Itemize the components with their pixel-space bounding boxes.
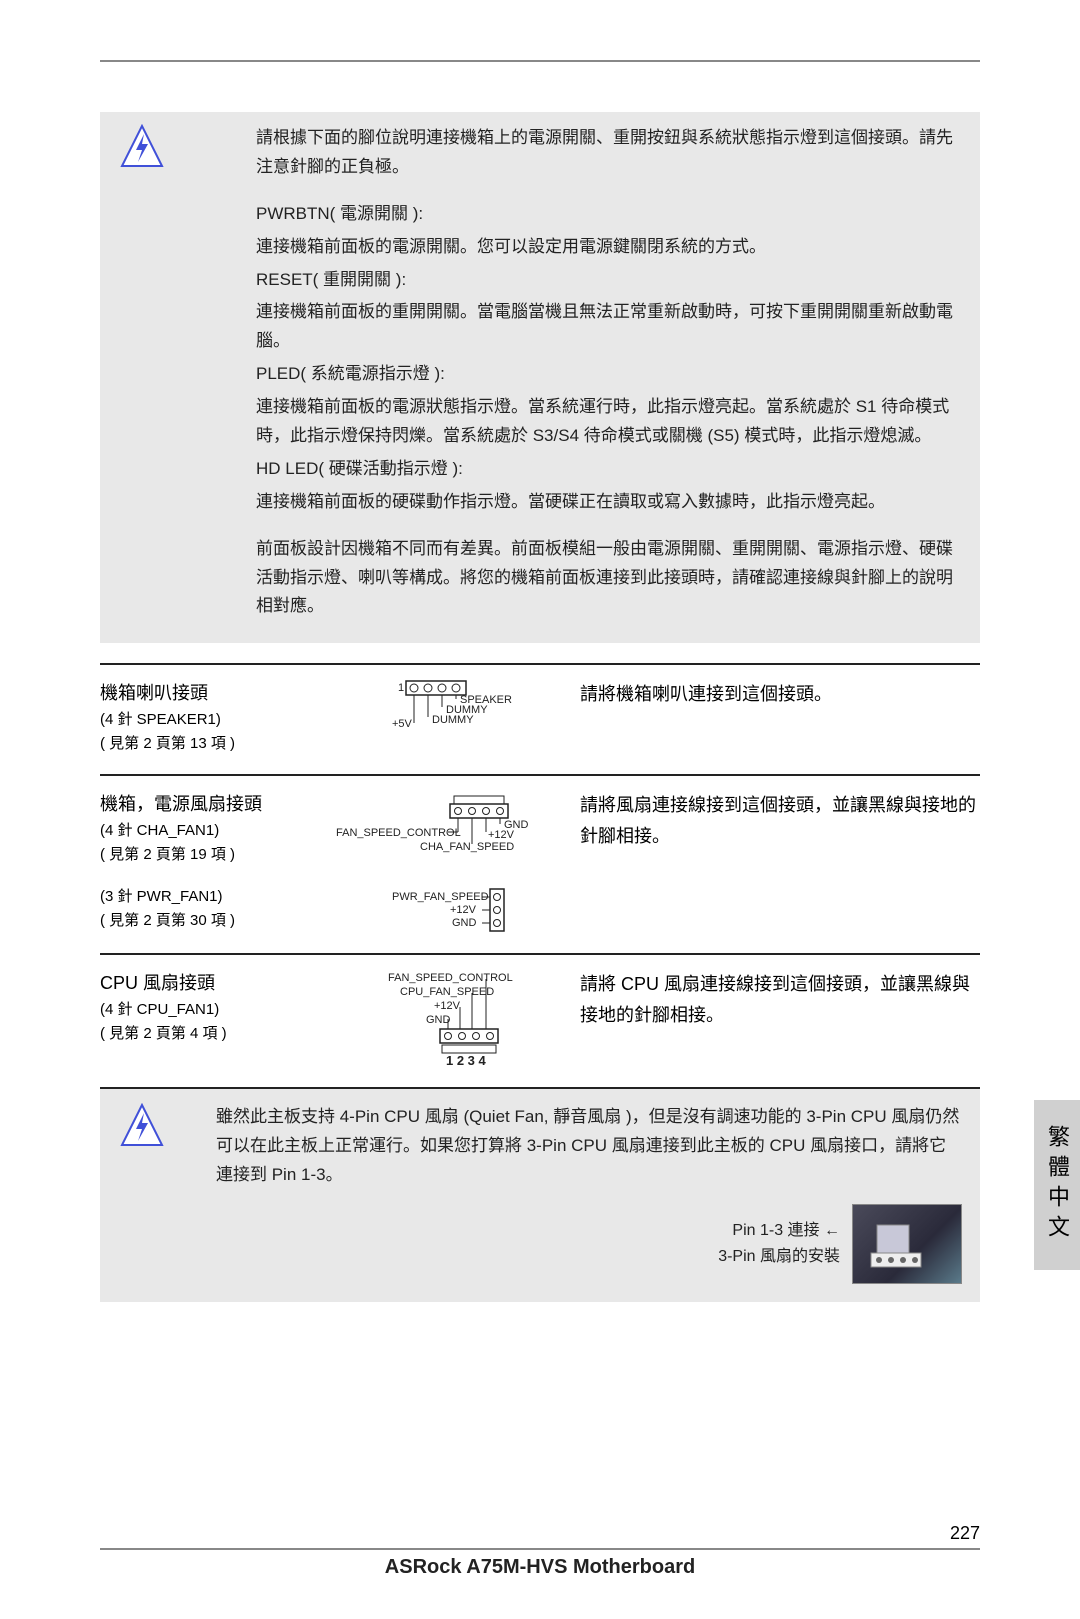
top-rule — [100, 60, 980, 62]
pwrbtn-text: 連接機箱前面板的電源開關。您可以設定用電源鍵關閉系統的方式。 — [256, 233, 962, 262]
fan-install-image — [852, 1204, 962, 1284]
quietfan-panel: 雖然此主板支持 4-Pin CPU 風扇 (Quiet Fan, 靜音風扇 )，… — [100, 1087, 980, 1302]
pled-text: 連接機箱前面板的電源狀態指示燈。當系統運行時，此指示燈亮起。當系統處於 S1 待… — [256, 393, 962, 451]
fan-install-row: Pin 1-3 連接 ← 3-Pin 風扇的安裝 — [216, 1204, 962, 1284]
speaker-desc: 請將機箱喇叭連接到這個接頭。 — [570, 679, 980, 710]
svg-text:+5V: +5V — [392, 718, 413, 730]
chafan-title: 機箱，電源風扇接頭 — [100, 790, 310, 819]
speaker-left: 機箱喇叭接頭 (4 針 SPEAKER1) ( 見第 2 頁第 13 項 ) — [100, 679, 310, 756]
speaker-sub1: (4 針 SPEAKER1) — [100, 708, 310, 732]
chafan-left: 機箱，電源風扇接頭 (4 針 CHA_FAN1) ( 見第 2 頁第 19 項 … — [100, 790, 310, 867]
speaker-title: 機箱喇叭接頭 — [100, 679, 310, 708]
hdled-text: 連接機箱前面板的硬碟動作指示燈。當硬碟正在讀取或寫入數據時，此指示燈亮起。 — [256, 488, 962, 517]
arrow-left-icon: ← — [824, 1222, 840, 1239]
side-tab-label: 繁體中文 — [1041, 1125, 1073, 1245]
warning-text-1: 請根據下面的腳位說明連接機箱上的電源開關、重開按鈕與系統狀態指示燈到這個接頭。請… — [186, 124, 962, 625]
pwrfan-sub2: ( 見第 2 頁第 30 項 ) — [100, 909, 310, 933]
svg-text:PWR_FAN_SPEED: PWR_FAN_SPEED — [392, 891, 489, 903]
svg-text:GND: GND — [426, 1014, 451, 1026]
reset-text: 連接機箱前面板的重開開關。當電腦當機且無法正常重新啟動時，可按下重開開關重新啟動… — [256, 298, 962, 356]
pwrfan-sub1: (3 針 PWR_FAN1) — [100, 885, 310, 909]
pwrbtn-title: PWRBTN( 電源開關 ): — [256, 200, 962, 229]
svg-text:FAN_SPEED_CONTROL: FAN_SPEED_CONTROL — [388, 972, 513, 984]
3pin-install-label: 3-Pin 風扇的安裝 — [718, 1244, 840, 1270]
warning-footer: 前面板設計因機箱不同而有差異。前面板模組一般由電源開關、重開開關、電源指示燈、硬… — [256, 535, 962, 622]
svg-text:+12V: +12V — [434, 1000, 461, 1012]
page-footer: 227 ASRock A75M-HVS Motherboard — [100, 1523, 980, 1579]
chafan-diagram: GND +12V FAN_SPEED_CONTROL CHA_FAN_SPEED — [310, 790, 570, 860]
speaker-section: 機箱喇叭接頭 (4 針 SPEAKER1) ( 見第 2 頁第 13 項 ) 1… — [100, 663, 980, 774]
hdled-title: HD LED( 硬碟活動指示燈 ): — [256, 455, 962, 484]
reset-title: RESET( 重開開關 ): — [256, 266, 962, 295]
cpufan-left: CPU 風扇接頭 (4 針 CPU_FAN1) ( 見第 2 頁第 4 項 ) — [100, 969, 310, 1046]
svg-text:1: 1 — [398, 682, 404, 694]
svg-text:FAN_SPEED_CONTROL: FAN_SPEED_CONTROL — [336, 827, 461, 839]
cpufan-sub1: (4 針 CPU_FAN1) — [100, 998, 310, 1022]
svg-text:DUMMY: DUMMY — [432, 714, 474, 726]
svg-text:1 2 3 4: 1 2 3 4 — [446, 1053, 487, 1068]
chafan-section: 機箱，電源風扇接頭 (4 針 CHA_FAN1) ( 見第 2 頁第 19 項 … — [100, 774, 980, 953]
speaker-sub2: ( 見第 2 頁第 13 項 ) — [100, 732, 310, 756]
pled-title: PLED( 系統電源指示燈 ): — [256, 360, 962, 389]
pwrfan-diagram: PWR_FAN_SPEED +12V GND — [310, 885, 570, 935]
svg-text:+12V: +12V — [450, 904, 477, 916]
pin13-label: Pin 1-3 連接 — [732, 1222, 819, 1239]
chafan-sub2: ( 見第 2 頁第 19 項 ) — [100, 843, 310, 867]
lightning-icon — [118, 1103, 166, 1151]
language-side-tab: 繁體中文 — [1034, 1100, 1080, 1270]
footer-title: ASRock A75M-HVS Motherboard — [100, 1556, 980, 1579]
page-number: 227 — [100, 1523, 980, 1550]
svg-text:GND: GND — [452, 917, 477, 929]
warning-intro: 請根據下面的腳位說明連接機箱上的電源開關、重開按鈕與系統狀態指示燈到這個接頭。請… — [256, 124, 962, 182]
pwrfan-left: (3 針 PWR_FAN1) ( 見第 2 頁第 30 項 ) — [100, 885, 310, 935]
cpufan-desc: 請將 CPU 風扇連接線接到這個接頭，並讓黑線與接地的針腳相接。 — [570, 969, 980, 1030]
cpufan-diagram: FAN_SPEED_CONTROL CPU_FAN_SPEED +12V GND… — [310, 969, 570, 1069]
svg-text:CPU_FAN_SPEED: CPU_FAN_SPEED — [400, 986, 494, 998]
fan-install-labels: Pin 1-3 連接 ← 3-Pin 風扇的安裝 — [718, 1218, 840, 1269]
quietfan-text-block: 雖然此主板支持 4-Pin CPU 風扇 (Quiet Fan, 靜音風扇 )，… — [186, 1103, 962, 1284]
svg-text:CHA_FAN_SPEED: CHA_FAN_SPEED — [420, 841, 514, 853]
quietfan-text: 雖然此主板支持 4-Pin CPU 風扇 (Quiet Fan, 靜音風扇 )，… — [216, 1103, 962, 1190]
speaker-diagram: 1 SPEAKER DUMMY DUMMY +5V — [310, 679, 570, 739]
lightning-icon — [118, 124, 166, 172]
chafan-desc: 請將風扇連接線接到這個接頭，並讓黑線與接地的針腳相接。 — [570, 790, 980, 851]
cpufan-title: CPU 風扇接頭 — [100, 969, 310, 998]
cpufan-sub2: ( 見第 2 頁第 4 項 ) — [100, 1022, 310, 1046]
warning-panel-header: 請根據下面的腳位說明連接機箱上的電源開關、重開按鈕與系統狀態指示燈到這個接頭。請… — [100, 112, 980, 643]
svg-text:+12V: +12V — [488, 829, 515, 841]
cpufan-section: CPU 風扇接頭 (4 針 CPU_FAN1) ( 見第 2 頁第 4 項 ) … — [100, 953, 980, 1087]
chafan-sub1: (4 針 CHA_FAN1) — [100, 819, 310, 843]
